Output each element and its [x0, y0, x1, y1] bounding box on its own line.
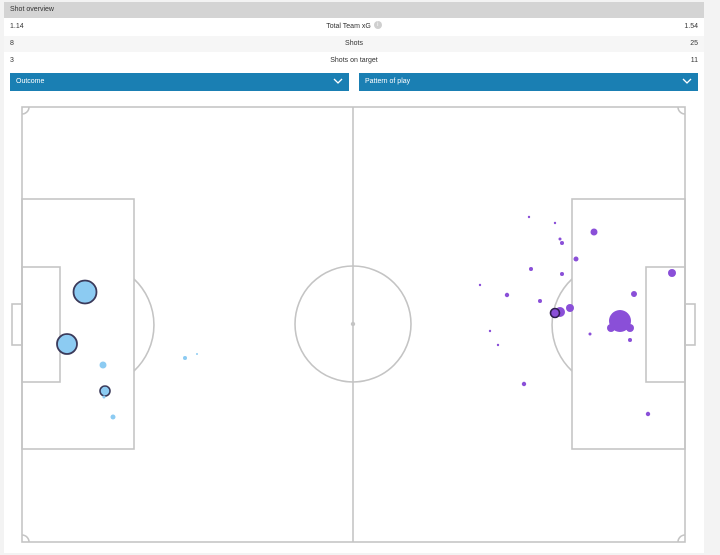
- corner-arc: [677, 534, 686, 543]
- shot-marker: [573, 256, 579, 262]
- shot-marker: [588, 332, 592, 336]
- shot-marker: [590, 228, 598, 236]
- chevron-down-icon: [333, 78, 343, 84]
- stat-label: Shots: [345, 40, 363, 47]
- shot-marker: [626, 324, 634, 332]
- left-penalty-arc: [133, 278, 155, 372]
- home-value: 8: [10, 40, 14, 47]
- shot-marker: [110, 414, 116, 420]
- shot-marker: [102, 395, 106, 399]
- shot-marker: [196, 353, 198, 355]
- pattern-of-play-dropdown[interactable]: Pattern of play: [359, 73, 698, 91]
- pattern-dropdown-label: Pattern of play: [365, 78, 411, 85]
- shot-marker: [529, 267, 533, 271]
- shot-marker: [527, 215, 531, 219]
- shot-marker: [538, 299, 542, 303]
- shot-marker: [668, 269, 676, 277]
- shot-marker: [488, 329, 492, 333]
- shot-marker: [645, 411, 651, 417]
- away-value: 1.54: [684, 23, 698, 30]
- away-shots: [478, 215, 676, 417]
- shot-marker: [549, 307, 561, 319]
- stat-row-xg: 1.14 Total Team xG i 1.54: [4, 19, 704, 35]
- shot-marker: [566, 304, 574, 312]
- shot-marker: [478, 283, 482, 287]
- shot-overview-panel: Shot overview 1.14 Total Team xG i 1.54 8…: [4, 2, 704, 553]
- stat-row-shots: 8 Shots 25: [4, 36, 704, 52]
- outcome-dropdown[interactable]: Outcome: [10, 73, 349, 91]
- shot-marker: [521, 381, 527, 387]
- home-value: 1.14: [10, 23, 24, 30]
- right-goal: [684, 303, 696, 346]
- away-value: 25: [690, 40, 698, 47]
- shot-marker: [558, 237, 562, 241]
- stat-label: Shots on target: [330, 57, 378, 64]
- stat-row-shots-on-target: 3 Shots on target 11: [4, 53, 704, 69]
- shot-marker: [183, 356, 187, 360]
- home-shots: [56, 279, 198, 420]
- shot-marker: [553, 221, 557, 225]
- shot-marker: [504, 292, 510, 298]
- shot-marker: [72, 279, 98, 305]
- shot-marker: [496, 343, 500, 347]
- shot-marker: [631, 291, 637, 297]
- shot-marker: [607, 324, 615, 332]
- outcome-dropdown-label: Outcome: [16, 78, 45, 85]
- stat-label: Total Team xG i: [4, 19, 704, 35]
- info-icon[interactable]: i: [373, 21, 382, 30]
- shot-marker: [560, 272, 564, 276]
- left-penalty-area: [21, 198, 135, 450]
- shot-marker: [99, 361, 107, 369]
- right-penalty-arc: [551, 278, 573, 372]
- corner-arc: [677, 106, 686, 115]
- center-circle: [294, 265, 412, 383]
- panel-title: Shot overview: [4, 2, 704, 18]
- shot-marker: [99, 385, 111, 397]
- corner-arc: [21, 534, 30, 543]
- shot-marker: [56, 333, 78, 355]
- left-goal: [11, 303, 23, 346]
- left-six-yard-box: [21, 266, 61, 383]
- center-spot: [350, 321, 356, 327]
- right-six-yard-box: [645, 266, 686, 383]
- shot-marker: [560, 241, 564, 245]
- corner-arc: [21, 106, 30, 115]
- away-value: 11: [690, 57, 698, 64]
- chevron-down-icon: [682, 78, 692, 84]
- home-value: 3: [10, 57, 14, 64]
- shot-marker: [628, 338, 632, 342]
